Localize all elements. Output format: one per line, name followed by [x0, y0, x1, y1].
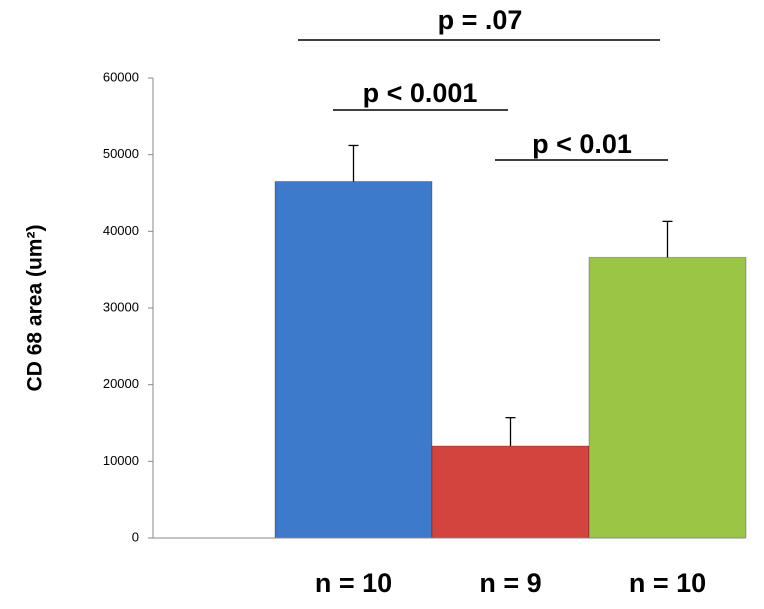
- x-tick-label: n = 10: [629, 568, 706, 598]
- y-axis-label: CD 68 area (um²): [24, 225, 47, 392]
- p-value: p < 0.01: [532, 129, 632, 159]
- y-tick-label: 20000: [103, 376, 139, 391]
- bar: [588, 256, 747, 539]
- y-tick-label: 40000: [103, 223, 139, 238]
- x-tick-label: n = 9: [479, 568, 541, 598]
- y-tick-label: 50000: [103, 146, 139, 161]
- p-value: p < 0.001: [363, 78, 478, 108]
- bar: [274, 181, 433, 539]
- error-bar: [505, 416, 516, 446]
- error-bar: [348, 144, 359, 182]
- y-tick-label: 0: [132, 529, 139, 544]
- y-tick-label: 30000: [103, 299, 139, 314]
- y-tick-label: 60000: [103, 69, 139, 84]
- y-tick-label: 10000: [103, 453, 139, 468]
- x-tick-label: n = 10: [315, 568, 392, 598]
- error-bar: [662, 220, 673, 258]
- p-value: p = .07: [438, 5, 523, 35]
- bar: [431, 445, 590, 539]
